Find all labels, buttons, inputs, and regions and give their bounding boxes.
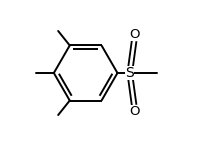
Text: O: O bbox=[129, 105, 139, 118]
Text: S: S bbox=[125, 66, 134, 80]
Text: O: O bbox=[129, 28, 139, 41]
